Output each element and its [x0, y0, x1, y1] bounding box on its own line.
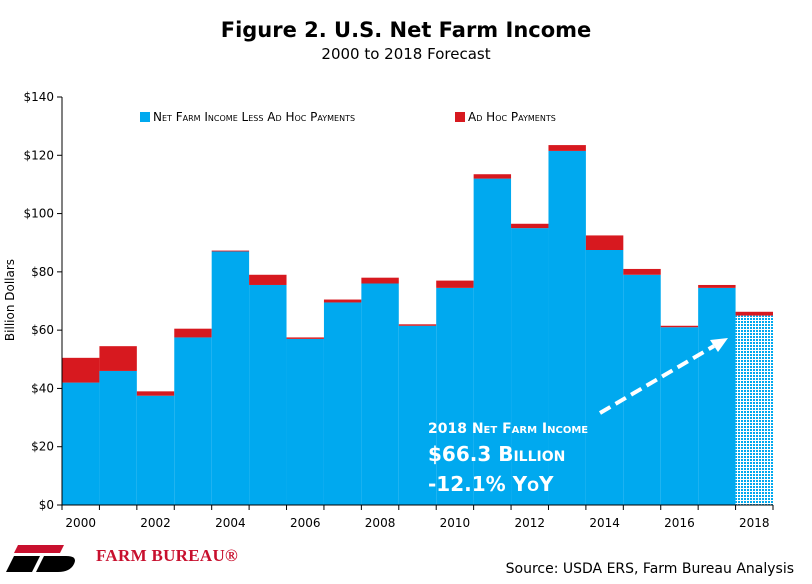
bar-base-2001 [99, 370, 137, 505]
bar-base-2014 [585, 250, 624, 505]
bar-base-2012 [511, 228, 549, 505]
y-tick-label: $20 [31, 440, 54, 454]
bar-adhoc-2001 [99, 346, 137, 371]
y-tick-label: $60 [31, 323, 54, 337]
x-tick-label: 2014 [589, 516, 620, 530]
bars-group [62, 145, 773, 505]
bar-adhoc-2005 [249, 274, 287, 285]
bar-adhoc-2014 [585, 235, 624, 250]
legend-label-adhoc: Ad Hoc Payments [468, 110, 556, 124]
legend-swatch-base [140, 112, 150, 122]
x-tick-label: 2006 [290, 516, 321, 530]
x-tick-label: 2012 [514, 516, 545, 530]
bar-base-2002 [136, 395, 175, 505]
source-note: Source: USDA ERS, Farm Bureau Analysis [505, 561, 794, 577]
bar-base-2011 [473, 178, 512, 505]
annotation-line2: $66.3 Billion [428, 442, 565, 466]
y-tick-label: $40 [31, 381, 54, 395]
bar-adhoc-2017 [698, 284, 736, 288]
bar-adhoc-2016 [660, 325, 699, 328]
bar-base-2018 [735, 315, 773, 505]
y-tick-label: $120 [23, 148, 54, 162]
y-tick-label: $140 [23, 90, 54, 104]
bar-base-2006 [286, 338, 324, 505]
x-tick-label: 2010 [440, 516, 471, 530]
bar-base-2005 [249, 284, 287, 505]
bar-base-2003 [174, 337, 212, 505]
bar-base-2007 [323, 302, 362, 505]
bar-adhoc-2006 [286, 337, 324, 339]
bar-base-2017 [698, 287, 736, 505]
x-tick-label: 2002 [140, 516, 171, 530]
y-tick-label: $80 [31, 265, 54, 279]
bar-adhoc-2000 [62, 357, 100, 383]
y-tick-label: $0 [39, 498, 54, 512]
bar-base-2010 [436, 287, 474, 505]
bar-base-2009 [398, 325, 437, 505]
annotation-line3: -12.1% YoY [428, 472, 554, 496]
bar-base-2008 [361, 283, 399, 505]
chart-subtitle: 2000 to 2018 Forecast [321, 45, 491, 63]
y-tick-label: $100 [23, 207, 54, 221]
bar-base-2013 [548, 150, 586, 505]
farm-bureau-logo-icon [6, 545, 75, 572]
x-tick-label: 2000 [65, 516, 96, 530]
bar-adhoc-2002 [136, 391, 175, 396]
legend-swatch-adhoc [455, 112, 465, 122]
bar-adhoc-2008 [361, 277, 399, 284]
bar-base-2000 [62, 382, 100, 505]
legend-label-base: Net Farm Income Less Ad Hoc Payments [153, 110, 355, 124]
bar-adhoc-2010 [436, 280, 474, 288]
bar-adhoc-2012 [511, 223, 549, 229]
annotation-arrow-head [710, 338, 728, 352]
chart-title: Figure 2. U.S. Net Farm Income [220, 18, 592, 42]
x-tick-label: 2008 [365, 516, 396, 530]
x-tick-label: 2018 [739, 516, 770, 530]
farm-bureau-logo-text: FARM BUREAU® [96, 546, 239, 565]
legend: Net Farm Income Less Ad Hoc Payments Ad … [140, 110, 556, 124]
y-axis-title: Billion Dollars [3, 259, 17, 341]
x-tick-label: 2016 [664, 516, 695, 530]
bar-base-2016 [660, 327, 699, 505]
axes-group: $0 $20 $40 $60 $80 $100 $120 $140 2000 2002 2004 20… [23, 90, 774, 530]
bar-adhoc-2013 [548, 145, 586, 151]
bar-adhoc-2011 [473, 174, 512, 179]
bar-adhoc-2003 [174, 328, 212, 338]
bar-adhoc-2007 [323, 299, 362, 303]
annotation-line1: 2018 Net Farm Income [428, 421, 588, 437]
bar-adhoc-2009 [398, 324, 437, 326]
forecast-annotation: 2018 Net Farm Income $66.3 Billion -12.1… [428, 338, 728, 496]
bar-adhoc-2004 [211, 250, 250, 252]
bar-adhoc-2018 [735, 311, 773, 316]
bar-base-2004 [211, 251, 250, 505]
x-tick-label: 2004 [215, 516, 246, 530]
bar-adhoc-2015 [623, 268, 661, 275]
annotation-arrow [598, 344, 716, 415]
